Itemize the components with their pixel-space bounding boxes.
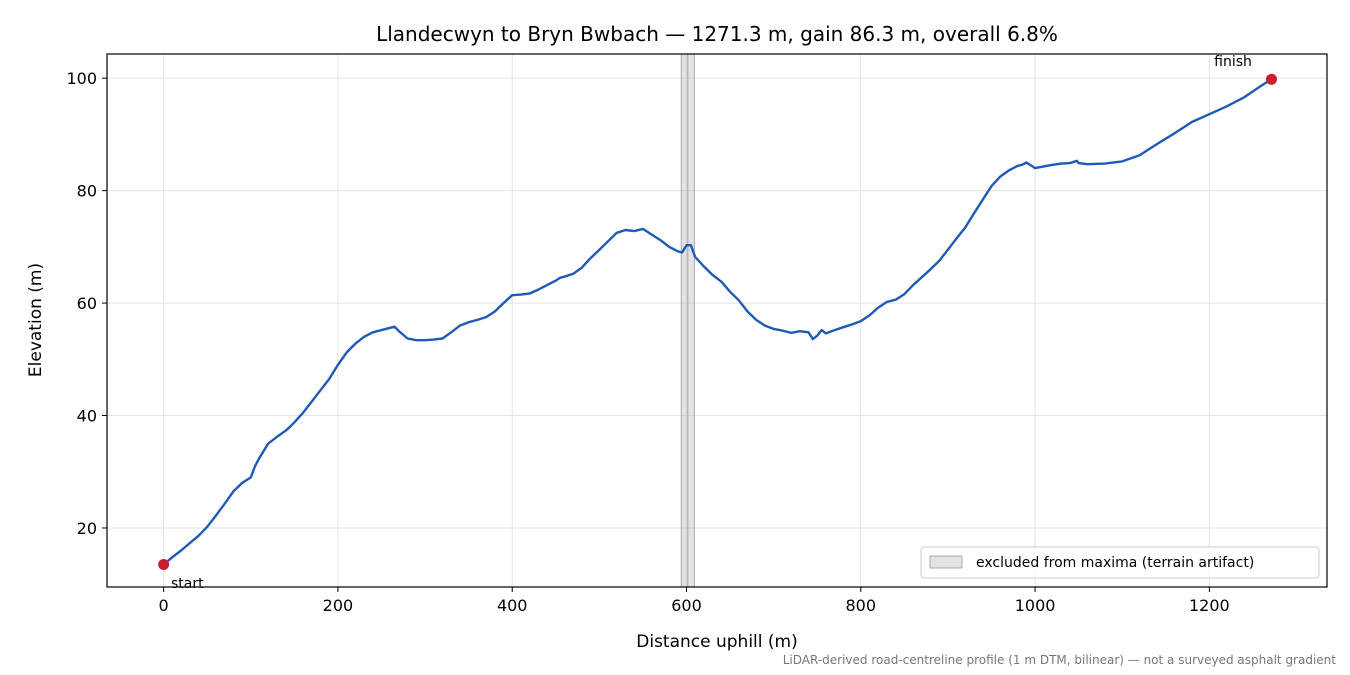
x-tick-label: 800 [846, 596, 877, 615]
start-label: start [171, 576, 204, 592]
excluded-band [680, 54, 695, 587]
x-tick-label: 1000 [1015, 596, 1056, 615]
x-tick-label: 400 [497, 596, 528, 615]
endpoint-markers [158, 73, 1277, 571]
finish-label: finish [1214, 54, 1252, 70]
y-tick-label: 40 [77, 407, 97, 426]
y-tick-label: 100 [66, 69, 97, 88]
series-layer [162, 78, 1273, 566]
gridlines [107, 54, 1327, 587]
x-tick-label: 600 [671, 596, 702, 615]
elevation-line [162, 78, 1273, 566]
x-tick-label: 1200 [1189, 596, 1230, 615]
start-marker [158, 559, 170, 571]
legend-swatch [929, 555, 963, 569]
y-axis-label: Elevation (m) [26, 263, 46, 377]
axis-ticks: 0 200 400 600 800 1000 1200 20 40 60 80 100 [66, 69, 1229, 615]
y-tick-label: 80 [77, 182, 97, 201]
legend: excluded from maxima (terrain artifact) [920, 546, 1320, 579]
plot-frame [106, 53, 1328, 588]
finish-marker [1265, 73, 1277, 85]
footnote: LiDAR-derived road-centreline profile (1… [783, 653, 1337, 667]
x-tick-label: 0 [159, 596, 169, 615]
y-tick-label: 20 [77, 519, 97, 538]
legend-box [920, 546, 1320, 579]
y-tick-label: 60 [77, 294, 97, 313]
x-tick-label: 200 [323, 596, 354, 615]
chart-title: Llandecwyn to Bryn Bwbach — 1271.3 m, ga… [376, 22, 1058, 46]
x-axis-label: Distance uphill (m) [636, 632, 797, 652]
legend-label: excluded from maxima (terrain artifact) [976, 555, 1254, 571]
